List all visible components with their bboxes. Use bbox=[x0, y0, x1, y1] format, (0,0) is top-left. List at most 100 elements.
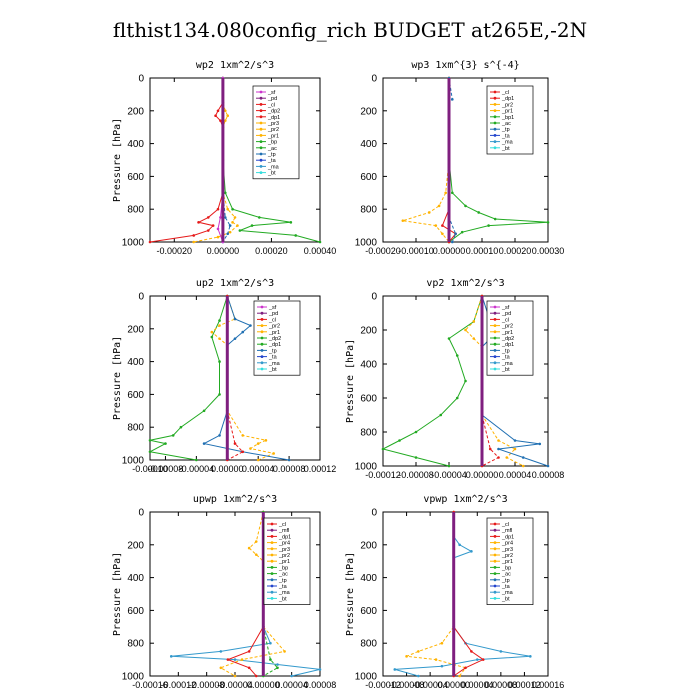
y-tick-label: 400 bbox=[360, 139, 377, 150]
legend-marker bbox=[493, 553, 497, 557]
legend-label: _ma bbox=[267, 164, 280, 170]
legend-marker bbox=[259, 134, 263, 137]
legend-label: _ta bbox=[501, 355, 511, 361]
series-point bbox=[272, 452, 275, 455]
series-point bbox=[254, 674, 258, 678]
legend-marker bbox=[260, 336, 264, 340]
legend-label: _mfl bbox=[501, 528, 512, 534]
legend-marker bbox=[493, 90, 497, 94]
legend-marker bbox=[493, 566, 497, 569]
legend-marker bbox=[259, 109, 263, 112]
series-line bbox=[453, 512, 485, 677]
legend-label: _ma bbox=[501, 140, 514, 146]
series-point bbox=[233, 674, 237, 678]
y-tick-label: 0 bbox=[371, 74, 377, 85]
series-point bbox=[283, 650, 286, 653]
legend-label: _bt bbox=[501, 146, 510, 152]
series-line bbox=[481, 296, 500, 467]
series-point bbox=[427, 211, 431, 214]
legend-box bbox=[252, 85, 300, 180]
series-point bbox=[223, 216, 227, 219]
legend-marker bbox=[493, 349, 497, 352]
series-line bbox=[193, 78, 239, 243]
series-point bbox=[477, 211, 481, 214]
series-point bbox=[455, 354, 459, 357]
x-tick-label: -0.00016 bbox=[132, 680, 168, 690]
panel-title: vp2 1xm^2/s^3 bbox=[426, 278, 504, 289]
series-point bbox=[249, 324, 252, 327]
y-tick-label: 200 bbox=[360, 326, 377, 337]
series-point bbox=[405, 655, 408, 658]
legend-label: _dp1 bbox=[268, 342, 281, 348]
legend-marker bbox=[493, 361, 497, 365]
series-point bbox=[202, 442, 206, 445]
legend-label: _ma bbox=[268, 361, 281, 367]
y-tick-label: 200 bbox=[127, 324, 144, 335]
series-point bbox=[249, 447, 252, 450]
legend-label: _sf bbox=[501, 305, 510, 311]
series-point bbox=[219, 216, 222, 219]
legend-marker bbox=[493, 140, 497, 144]
legend-marker bbox=[259, 171, 263, 175]
y-tick-label: 200 bbox=[360, 106, 377, 117]
series-point bbox=[447, 464, 451, 468]
y-tick-label: 1000 bbox=[122, 456, 145, 467]
series-point bbox=[195, 458, 198, 462]
legend-label: _ta bbox=[267, 158, 277, 164]
y-tick-label: 800 bbox=[127, 639, 144, 650]
x-tick-label: 0.00008 bbox=[485, 680, 518, 690]
legend-marker bbox=[493, 96, 497, 100]
series-point bbox=[470, 550, 473, 553]
legend-marker bbox=[270, 584, 274, 588]
series-point bbox=[192, 234, 196, 237]
series-point bbox=[451, 98, 454, 101]
series-point bbox=[414, 430, 418, 434]
x-tick-label: -0.00010 bbox=[132, 464, 168, 474]
series-point bbox=[228, 224, 232, 227]
y-tick-label: 400 bbox=[360, 573, 377, 584]
legend-marker bbox=[493, 134, 497, 137]
legend-marker bbox=[493, 324, 497, 327]
y-axis-label: Pressure [hPa] bbox=[345, 552, 356, 636]
x-tick-label: 0.00012 bbox=[508, 680, 541, 690]
x-tick-label: 0.00000 bbox=[437, 680, 470, 690]
series-point bbox=[437, 204, 441, 208]
panel-title: wp2 1xm^2/s^3 bbox=[196, 60, 274, 71]
x-tick-label: -0.00004 bbox=[431, 470, 467, 480]
series-point bbox=[513, 447, 517, 451]
series-point bbox=[464, 666, 467, 670]
legend-label: _dp1 bbox=[278, 534, 291, 540]
series-point bbox=[460, 230, 464, 234]
legend-label: _tp bbox=[267, 152, 276, 158]
legend-marker bbox=[259, 140, 263, 144]
series-point bbox=[241, 450, 245, 454]
series-point bbox=[470, 650, 473, 653]
x-tick-label: 0.00004 bbox=[275, 680, 308, 690]
series-line bbox=[226, 296, 244, 461]
series-point bbox=[226, 658, 230, 661]
series-point bbox=[218, 324, 221, 327]
series-point bbox=[434, 658, 438, 661]
legend-marker bbox=[493, 115, 497, 119]
x-tick-label: 0.00012 bbox=[304, 464, 337, 474]
legend-label: _bp1 bbox=[501, 115, 514, 121]
series-point bbox=[216, 227, 220, 231]
legend-marker bbox=[493, 109, 497, 112]
legend-label: _bt bbox=[278, 596, 287, 602]
legend-label: _pr1 bbox=[501, 559, 513, 565]
series-point bbox=[257, 216, 261, 219]
x-tick-label: 0.00020 bbox=[499, 246, 532, 256]
y-tick-label: 400 bbox=[360, 360, 377, 371]
series-point bbox=[488, 447, 492, 451]
series-point bbox=[447, 337, 451, 340]
series-point bbox=[294, 234, 298, 237]
legend-marker bbox=[493, 342, 497, 346]
series-line bbox=[402, 78, 450, 243]
series-point bbox=[241, 330, 245, 334]
legend-marker bbox=[259, 121, 263, 125]
x-tick-label: -0.00020 bbox=[365, 246, 401, 256]
series-point bbox=[497, 439, 500, 442]
series-point bbox=[493, 217, 497, 221]
legend-label: _ma bbox=[501, 361, 514, 367]
legend-label: _ac bbox=[501, 121, 511, 127]
